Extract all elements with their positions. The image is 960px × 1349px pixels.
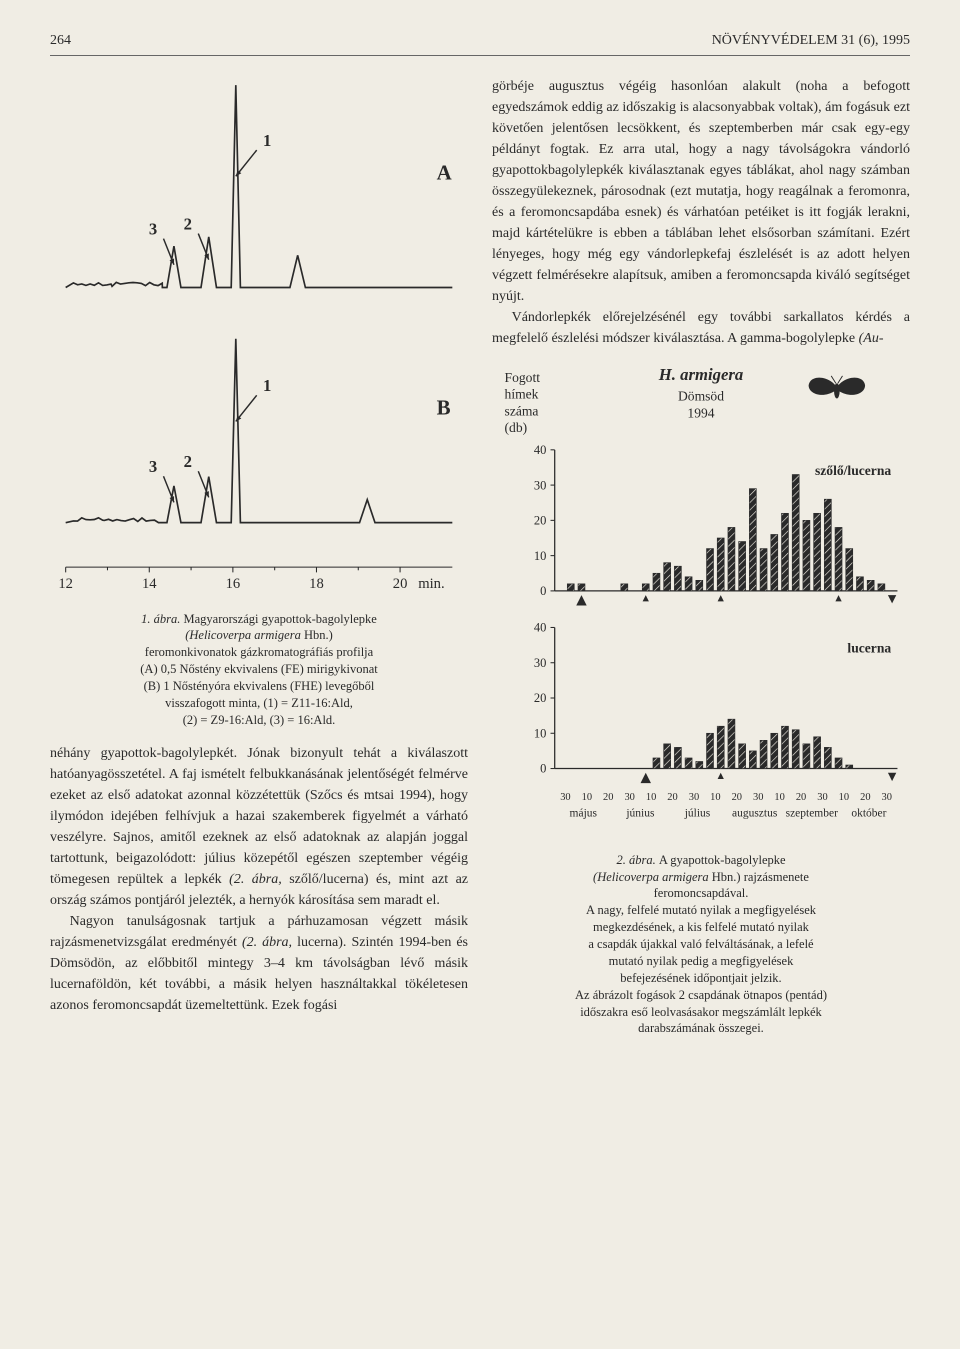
page-number: 264 (50, 30, 71, 51)
svg-text:0: 0 (540, 584, 546, 598)
svg-text:30: 30 (624, 792, 634, 803)
journal-ref: NÖVÉNYVÉDELEM 31 (6), 1995 (712, 30, 910, 51)
svg-text:Dömsöd: Dömsöd (678, 389, 724, 404)
svg-text:1994: 1994 (687, 405, 714, 420)
lp2b: (2. ábra, (242, 935, 292, 950)
svg-text:augusztus: augusztus (732, 808, 778, 820)
svg-text:1: 1 (263, 131, 271, 150)
f2c6: a csapdák újakkal való felváltásának, a … (588, 937, 813, 951)
svg-text:H. armigera: H. armigera (658, 365, 743, 384)
svg-text:20: 20 (732, 792, 742, 803)
fig1-c7: (2) = Z9-16:Ald, (3) = 16:Ald. (183, 713, 336, 727)
f2c3: feromoncsapdával. (654, 886, 749, 900)
right-para-2: Vándorlepkék előrejelzésénél egy további… (492, 307, 910, 349)
f2c7: mutató nyilak pedig a megfigyelések (609, 954, 794, 968)
left-para-1: néhány gyapottok-bagolylepkét. Jónak biz… (50, 743, 468, 911)
svg-text:június: június (625, 808, 655, 820)
right-column: görbéje augusztus végéig hasonlóan alaku… (492, 76, 910, 1037)
fig1-c2a: (Helicoverpa armigera (185, 628, 304, 642)
svg-text:30: 30 (534, 478, 547, 492)
svg-text:10: 10 (646, 792, 656, 803)
svg-text:30: 30 (753, 792, 763, 803)
svg-text:10: 10 (774, 792, 784, 803)
svg-text:20: 20 (796, 792, 806, 803)
svg-text:A: A (437, 160, 452, 184)
svg-text:16: 16 (226, 576, 241, 592)
svg-text:min.: min. (418, 576, 444, 592)
two-column-layout: 3 2 1 A 3 2 1 B 12 14 16 18 20 min. 1. ábra. Magyaror… (50, 76, 910, 1037)
svg-text:(db): (db) (505, 420, 528, 436)
figure-1-chromatogram: 3 2 1 A 3 2 1 B 12 14 16 18 20 min. (50, 76, 468, 599)
svg-text:lucerna: lucerna (847, 641, 891, 656)
svg-text:szeptember: szeptember (786, 808, 838, 820)
svg-text:2: 2 (184, 214, 192, 233)
left-para-2: Nagyon tanulságosnak tartjuk a párhuzamo… (50, 911, 468, 1016)
right-para-1: görbéje augusztus végéig hasonlóan alaku… (492, 76, 910, 307)
svg-text:szőlő/lucerna: szőlő/lucerna (815, 463, 891, 478)
lp1b: (2. ábra, (229, 872, 282, 887)
f2c10: időszakra eső leolvasásakor megszámlált … (580, 1005, 822, 1019)
fig1-c1b: Magyarországi gyapottok-bagolylepke (184, 612, 377, 626)
fig1-c4: (A) 0,5 Nőstény ekvivalens (FE) mirigyki… (140, 662, 377, 676)
f2c1: A gyapottok-bagolylepke (659, 853, 786, 867)
f2c11: darabszámának összegei. (638, 1021, 764, 1035)
f2n: 2. ábra. (616, 853, 658, 867)
figure-2-barchart: Fogott hímekszáma (db) H. armigera Dömsöd199… (492, 361, 910, 842)
svg-text:0: 0 (540, 762, 546, 776)
svg-text:20: 20 (534, 514, 547, 528)
svg-text:30: 30 (560, 792, 570, 803)
svg-text:20: 20 (667, 792, 677, 803)
lp1a: néhány gyapottok-bagolylepkét. Jónak biz… (50, 746, 468, 887)
svg-text:Fogott: Fogott (505, 370, 541, 385)
svg-text:18: 18 (309, 576, 324, 592)
fig1-c3: feromonkivonatok gázkromatográfiás profi… (145, 645, 373, 659)
f2c9: Az ábrázolt fogások 2 csapdának ötnapos … (575, 988, 827, 1002)
page-header: 264 NÖVÉNYVÉDELEM 31 (6), 1995 (50, 30, 910, 56)
svg-text:május: május (570, 808, 598, 820)
chromatogram-svg: 3 2 1 A 3 2 1 B 12 14 16 18 20 min. (50, 76, 468, 599)
svg-text:2: 2 (184, 452, 192, 471)
svg-text:10: 10 (534, 726, 547, 740)
svg-text:3: 3 (149, 457, 157, 476)
f2c2a: (Helicoverpa armigera (593, 870, 712, 884)
fig1-num: 1. ábra. (141, 612, 183, 626)
rp2b: (Au- (859, 331, 884, 346)
f2c5: megkezdésének, a kis felfelé mutató nyil… (593, 920, 809, 934)
svg-text:12: 12 (58, 576, 73, 592)
svg-text:B: B (437, 396, 451, 420)
fig1-c6: visszafogott minta, (1) = Z11-16:Ald, (165, 696, 353, 710)
svg-text:30: 30 (817, 792, 827, 803)
f2c4: A nagy, felfelé mutató nyilak a megfigye… (586, 903, 816, 917)
svg-text:10: 10 (534, 549, 547, 563)
svg-text:20: 20 (603, 792, 613, 803)
svg-text:40: 40 (534, 443, 547, 457)
svg-text:10: 10 (710, 792, 720, 803)
svg-text:10: 10 (582, 792, 592, 803)
figure-1-caption: 1. ábra. Magyarországi gyapottok-bagolyl… (50, 611, 468, 729)
svg-text:40: 40 (534, 621, 547, 635)
rp2a: Vándorlepkék előrejelzésénél egy további… (492, 310, 910, 346)
figure-2-caption: 2. ábra. A gyapottok-bagolylepke (Helico… (492, 852, 910, 1038)
left-column: 3 2 1 A 3 2 1 B 12 14 16 18 20 min. 1. ábra. Magyaror… (50, 76, 468, 1037)
svg-text:30: 30 (882, 792, 892, 803)
f2c8: befejezésének időpontjait jelzik. (620, 971, 781, 985)
fig1-c2b: Hbn.) (304, 628, 333, 642)
svg-text:július: július (684, 808, 711, 820)
svg-text:1: 1 (263, 376, 271, 395)
svg-text:20: 20 (860, 792, 870, 803)
f2c2b: Hbn.) rajzásmenete (712, 870, 809, 884)
svg-text:20: 20 (534, 691, 547, 705)
svg-text:10: 10 (839, 792, 849, 803)
svg-text:száma: száma (505, 403, 539, 418)
svg-text:hímek: hímek (505, 387, 539, 402)
svg-text:30: 30 (534, 656, 547, 670)
svg-text:október: október (851, 808, 886, 820)
svg-text:14: 14 (142, 576, 157, 592)
svg-text:3: 3 (149, 219, 157, 238)
svg-text:20: 20 (393, 576, 408, 592)
barchart-svg: Fogott hímekszáma (db) H. armigera Dömsöd199… (492, 361, 910, 842)
svg-text:30: 30 (689, 792, 699, 803)
fig1-c5: (B) 1 Nőstényóra ekvivalens (FHE) levegő… (144, 679, 375, 693)
